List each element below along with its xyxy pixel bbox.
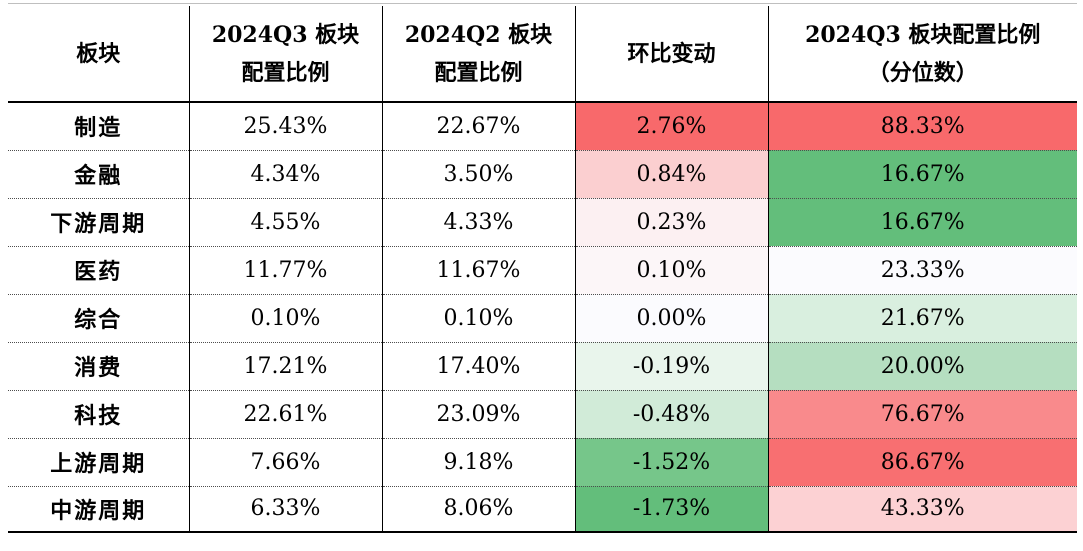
header-q3-allocation: 2024Q3 板块 配置比例 xyxy=(188,6,382,103)
header-line: 配置比例 xyxy=(434,59,523,86)
percentile-cell: 21.67% xyxy=(767,294,1077,343)
qoq-change-cell: -1.73% xyxy=(574,486,768,533)
header-sector: 板块 xyxy=(8,6,189,103)
header-qoq-change: 环比变动 xyxy=(574,6,768,103)
qoq-change-cell: -1.52% xyxy=(574,438,768,487)
qoq-change-cell: 2.76% xyxy=(574,102,768,151)
percentile-cell: 43.33% xyxy=(767,486,1077,533)
percentile-cell: 86.67% xyxy=(767,438,1077,487)
header-line: 板块 xyxy=(76,40,121,67)
q3-allocation-cell: 25.43% xyxy=(188,102,382,151)
table-row: 下游周期 4.55% 4.33% 0.23% 16.67% xyxy=(8,198,1077,247)
q2-allocation-cell: 8.06% xyxy=(381,486,575,533)
q3-allocation-cell: 4.34% xyxy=(188,150,382,199)
table-row: 金融 4.34% 3.50% 0.84% 16.67% xyxy=(8,150,1077,199)
q2-allocation-cell: 17.40% xyxy=(381,342,575,391)
q3-allocation-cell: 6.33% xyxy=(188,486,382,533)
percentile-cell: 76.67% xyxy=(767,390,1077,439)
q3-allocation-cell: 11.77% xyxy=(188,246,382,295)
header-line: 2024Q2 板块 xyxy=(404,21,553,48)
sector-cell: 中游周期 xyxy=(8,486,189,533)
sector-allocation-table: 板块 2024Q3 板块 配置比例 2024Q2 板块 配置比例 环比变动 2024Q3 板… xyxy=(8,6,1077,533)
q2-allocation-cell: 3.50% xyxy=(381,150,575,199)
sector-cell: 上游周期 xyxy=(8,438,189,487)
q2-allocation-cell: 23.09% xyxy=(381,390,575,439)
table-row: 科技 22.61% 23.09% -0.48% 76.67% xyxy=(8,390,1077,439)
header-line: 2024Q3 板块 xyxy=(211,21,360,48)
qoq-change-cell: -0.48% xyxy=(574,390,768,439)
qoq-change-cell: 0.10% xyxy=(574,246,768,295)
percentile-cell: 23.33% xyxy=(767,246,1077,295)
percentile-cell: 16.67% xyxy=(767,150,1077,199)
q3-allocation-cell: 0.10% xyxy=(188,294,382,343)
q2-allocation-cell: 9.18% xyxy=(381,438,575,487)
sector-cell: 金融 xyxy=(8,150,189,199)
qoq-change-cell: 0.00% xyxy=(574,294,768,343)
header-line: 环比变动 xyxy=(627,40,716,67)
table-row: 消费 17.21% 17.40% -0.19% 20.00% xyxy=(8,342,1077,391)
qoq-change-cell: 0.84% xyxy=(574,150,768,199)
header-q2-allocation: 2024Q2 板块 配置比例 xyxy=(381,6,575,103)
q2-allocation-cell: 0.10% xyxy=(381,294,575,343)
q2-allocation-cell: 4.33% xyxy=(381,198,575,247)
top-rule xyxy=(8,3,1077,4)
percentile-cell: 16.67% xyxy=(767,198,1077,247)
table-row: 中游周期 6.33% 8.06% -1.73% 43.33% xyxy=(8,486,1077,533)
header-line: 2024Q3 板块配置比例 xyxy=(805,21,1041,48)
table-row: 上游周期 7.66% 9.18% -1.52% 86.67% xyxy=(8,438,1077,487)
q3-allocation-cell: 17.21% xyxy=(188,342,382,391)
sector-cell: 制造 xyxy=(8,102,189,151)
qoq-change-cell: 0.23% xyxy=(574,198,768,247)
q3-allocation-cell: 4.55% xyxy=(188,198,382,247)
sector-cell: 下游周期 xyxy=(8,198,189,247)
header-row: 板块 2024Q3 板块 配置比例 2024Q2 板块 配置比例 环比变动 2024Q3 板… xyxy=(8,6,1077,103)
qoq-change-cell: -0.19% xyxy=(574,342,768,391)
header-line: 配置比例 xyxy=(241,59,330,86)
table-row: 制造 25.43% 22.67% 2.76% 88.33% xyxy=(8,102,1077,151)
sector-cell: 消费 xyxy=(8,342,189,391)
table-header: 板块 2024Q3 板块 配置比例 2024Q2 板块 配置比例 环比变动 2024Q3 板… xyxy=(8,6,1077,103)
q3-allocation-cell: 22.61% xyxy=(188,390,382,439)
q2-allocation-cell: 22.67% xyxy=(381,102,575,151)
q3-allocation-cell: 7.66% xyxy=(188,438,382,487)
sector-cell: 医药 xyxy=(8,246,189,295)
table-row: 医药 11.77% 11.67% 0.10% 23.33% xyxy=(8,246,1077,295)
q2-allocation-cell: 11.67% xyxy=(381,246,575,295)
sector-cell: 综合 xyxy=(8,294,189,343)
percentile-cell: 88.33% xyxy=(767,102,1077,151)
sector-cell: 科技 xyxy=(8,390,189,439)
header-line: （分位数） xyxy=(867,59,978,86)
table-body: 制造 25.43% 22.67% 2.76% 88.33% 金融 4.34% 3.50% 0.8… xyxy=(8,102,1077,533)
table-row: 综合 0.10% 0.10% 0.00% 21.67% xyxy=(8,294,1077,343)
header-q3-percentile: 2024Q3 板块配置比例 （分位数） xyxy=(767,6,1077,103)
percentile-cell: 20.00% xyxy=(767,342,1077,391)
